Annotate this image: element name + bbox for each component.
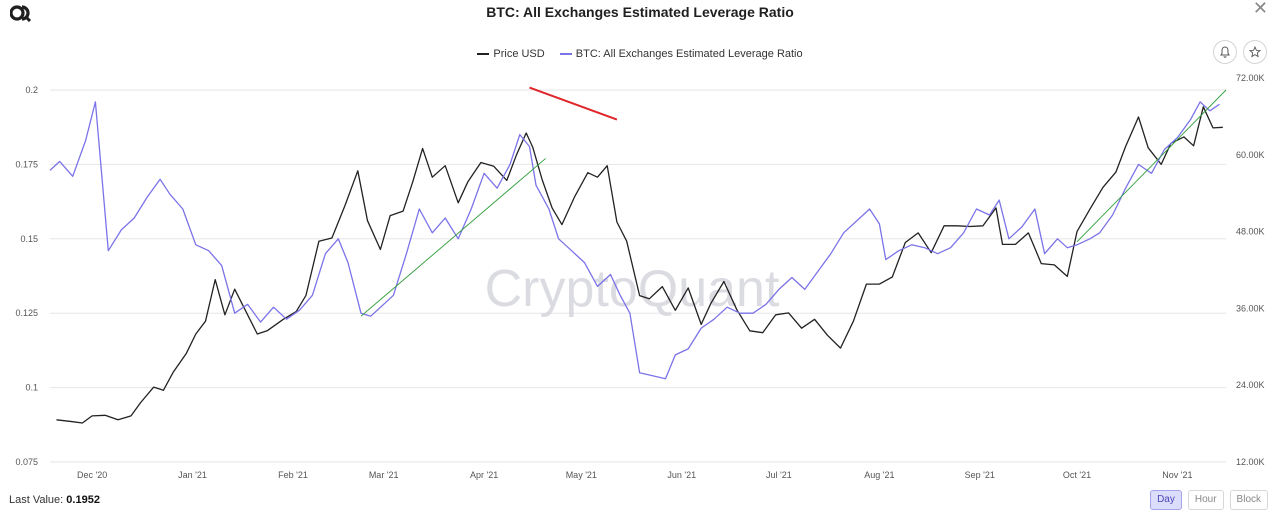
legend-label-price: Price USD	[493, 48, 545, 60]
x-tick-label: Nov '21	[1162, 470, 1192, 480]
y-right-tick-label: 12.00K	[1236, 457, 1265, 467]
bell-icon	[1220, 46, 1230, 58]
x-tick-label: Jan '21	[178, 470, 207, 480]
series-group	[49, 101, 1223, 424]
leverage-ratio-line	[49, 101, 1220, 380]
legend-item-leverage[interactable]: BTC: All Exchanges Estimated Leverage Ra…	[559, 48, 803, 60]
uptrend-line	[360, 158, 546, 317]
y-left-tick-label: 0.175	[15, 159, 38, 169]
legend-swatch-leverage	[559, 53, 572, 55]
close-icon[interactable]: ✕	[1252, 0, 1268, 19]
x-tick-label: Feb '21	[278, 470, 308, 480]
chart-legend: Price USD BTC: All Exchanges Estimated L…	[0, 46, 1280, 60]
y-right-tick-label: 60.00K	[1236, 150, 1265, 160]
y-axis-right: 12.00K 24.00K 36.00K 48.00K 60.00K 72.00K	[1236, 73, 1265, 467]
star-icon	[1249, 46, 1261, 58]
last-value-label: Last Value:	[9, 494, 64, 506]
x-tick-label: Jun '21	[667, 470, 696, 480]
chart-title: BTC: All Exchanges Estimated Leverage Ra…	[486, 4, 794, 20]
y-left-tick-label: 0.1	[25, 383, 38, 393]
x-tick-label: Sep '21	[965, 470, 995, 480]
watermark: CryptoQuant	[485, 260, 780, 318]
y-left-tick-label: 0.15	[20, 234, 38, 244]
x-tick-label: Oct '21	[1063, 470, 1091, 480]
y-axis-left: 0.075 0.1 0.125 0.15 0.175 0.2	[15, 85, 38, 467]
x-tick-label: May '21	[566, 470, 597, 480]
favorite-button[interactable]	[1243, 40, 1267, 64]
x-tick-label: Apr '21	[470, 470, 498, 480]
legend-swatch-price	[477, 53, 490, 55]
x-tick-label: Dec '20	[77, 470, 107, 480]
y-left-tick-label: 0.2	[25, 85, 38, 95]
price-usd-line	[56, 106, 1223, 424]
y-right-tick-label: 36.00K	[1236, 303, 1265, 313]
legend-label-leverage: BTC: All Exchanges Estimated Leverage Ra…	[575, 48, 803, 60]
x-axis: Dec '20 Jan '21 Feb '21 Mar '21 Apr '21 May '…	[77, 470, 1193, 480]
legend-item-price[interactable]: Price USD	[477, 48, 545, 60]
x-tick-label: Aug '21	[864, 470, 894, 480]
grid-lines	[50, 89, 1226, 463]
range-hour-button[interactable]: Hour	[1187, 490, 1224, 510]
last-value: Last Value: 0.1952	[9, 494, 100, 506]
y-left-tick-label: 0.125	[15, 308, 38, 318]
x-tick-label: Mar '21	[369, 470, 399, 480]
alert-button[interactable]	[1213, 40, 1237, 64]
logo-icon	[10, 5, 32, 22]
uptrend-line	[1076, 89, 1227, 243]
y-right-tick-label: 24.00K	[1236, 380, 1265, 390]
x-tick-label: Jul '21	[766, 470, 792, 480]
range-block-button[interactable]: Block	[1229, 490, 1268, 510]
downtrend-line	[529, 86, 618, 121]
range-selector: Day Hour Block	[1150, 490, 1268, 510]
last-value-number: 0.1952	[66, 494, 100, 506]
range-day-button[interactable]: Day	[1150, 490, 1182, 510]
y-left-tick-label: 0.075	[15, 457, 38, 467]
y-right-tick-label: 48.00K	[1236, 227, 1265, 237]
annotations-group	[360, 86, 1227, 317]
y-right-tick-label: 72.00K	[1236, 73, 1265, 83]
